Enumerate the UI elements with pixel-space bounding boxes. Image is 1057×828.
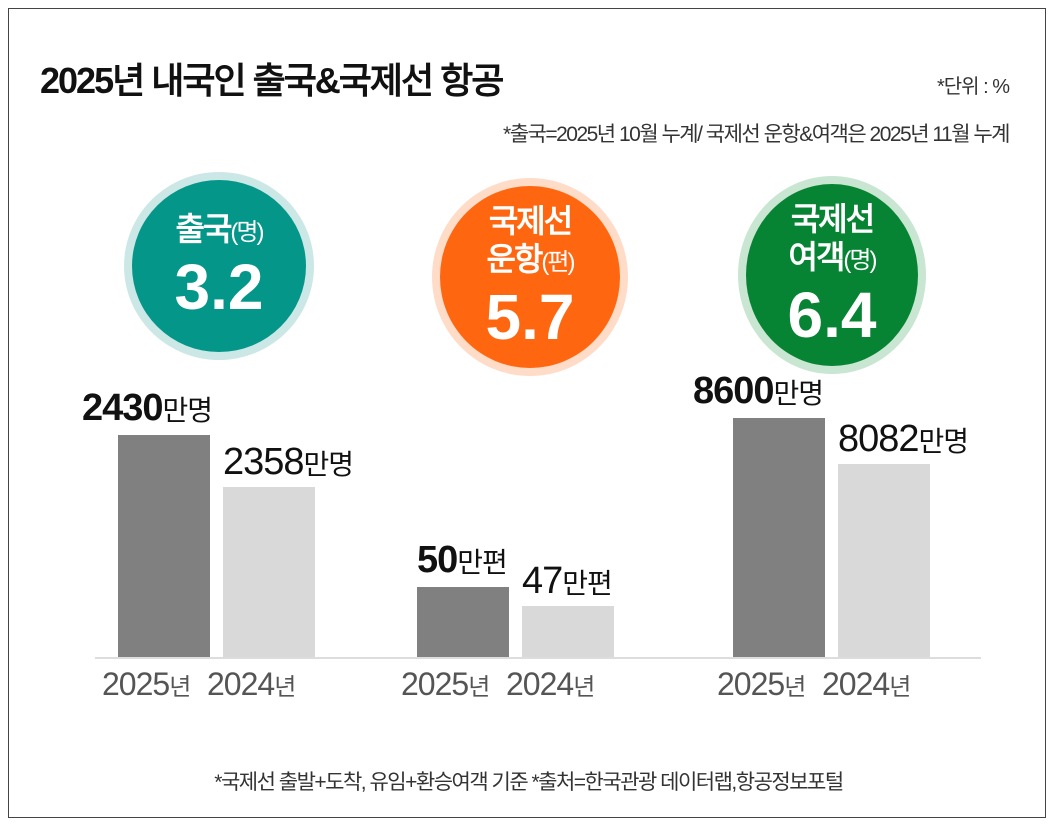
year-label: 2025년 [717,666,806,702]
year-label: 2025년 [102,666,191,702]
value-label: 50만편 [417,539,508,582]
change-value: 3.2 [174,251,264,323]
circle-passengers: 국제선 여객(명) 6.4 [738,176,926,374]
bar-2024 [223,486,315,658]
infographic-frame [8,8,1046,818]
bar-2024 [522,606,614,658]
change-value: 5.7 [485,281,575,353]
circle-label-2: 운항(편) [486,241,576,277]
unit-note: *단위 : % [936,76,1010,98]
circle-label: 출국(명) [175,211,265,247]
bar-2024 [838,463,930,658]
value-label: 8082만명 [838,417,969,460]
circle-label-2: 여객(명) [788,239,878,275]
year-label: 2024년 [822,666,911,702]
value-label: 8600만명 [693,369,824,412]
circle-label: 국제선 [790,201,875,237]
period-note: *출국=2025년 10월 누계/ 국제선 운항&여객은 2025년 11월 누… [503,123,1010,146]
circle-label: 국제선 [488,203,573,239]
year-label: 2025년 [401,666,490,702]
change-value: 6.4 [787,279,877,351]
value-label: 2430만명 [82,386,213,429]
value-label: 47만편 [522,560,613,603]
bar-2025 [417,587,509,658]
chart-title: 2025년 내국인 출국&국제선 항공 [40,60,504,101]
circle-departures: 출국(명) 3.2 [124,172,314,360]
footer-note: *국제선 출발+도착, 유임+환승여객 기준 *출처=한국관광 데이터랩,항공정… [214,771,844,794]
bar-2025 [118,434,210,658]
circle-flights: 국제선 운항(편) 5.7 [432,178,628,376]
year-label: 2024년 [207,666,296,702]
value-label: 2358만명 [223,440,354,483]
year-label: 2024년 [506,666,595,702]
bar-2025 [733,417,825,658]
x-axis-line [95,657,981,659]
